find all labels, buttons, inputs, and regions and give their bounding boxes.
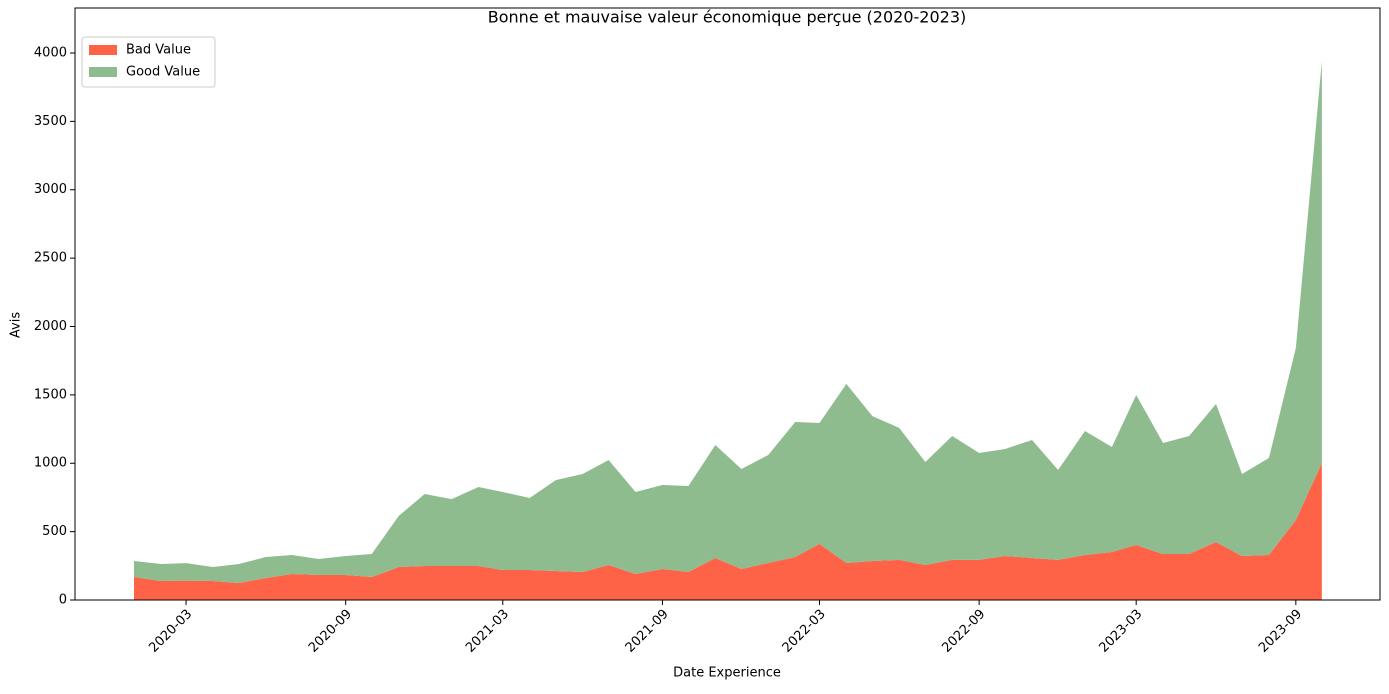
y-tick-label: 4000 <box>34 45 67 60</box>
legend-swatch <box>89 45 117 55</box>
plot-frame <box>74 7 1381 601</box>
area <box>134 61 1322 584</box>
y-tick-label: 0 <box>59 593 67 608</box>
chart-title: Bonne et mauvaise valeur économique perç… <box>488 8 966 27</box>
x-axis-label: Date Experience <box>673 666 781 681</box>
y-tick-label: 3000 <box>34 182 67 197</box>
legend-label: Bad Value <box>126 43 191 58</box>
y-tick-label: 2500 <box>34 251 67 266</box>
y-tick-label: 1500 <box>34 387 67 402</box>
area <box>134 462 1322 600</box>
y-tick-label: 1000 <box>34 456 67 471</box>
y-tick-label: 2000 <box>34 319 67 334</box>
legend-label: Good Value <box>126 65 200 80</box>
y-axis-label: Avis <box>9 312 24 338</box>
legend-swatch <box>89 67 117 77</box>
y-tick-label: 500 <box>42 524 67 539</box>
y-tick-label: 3500 <box>34 114 67 129</box>
